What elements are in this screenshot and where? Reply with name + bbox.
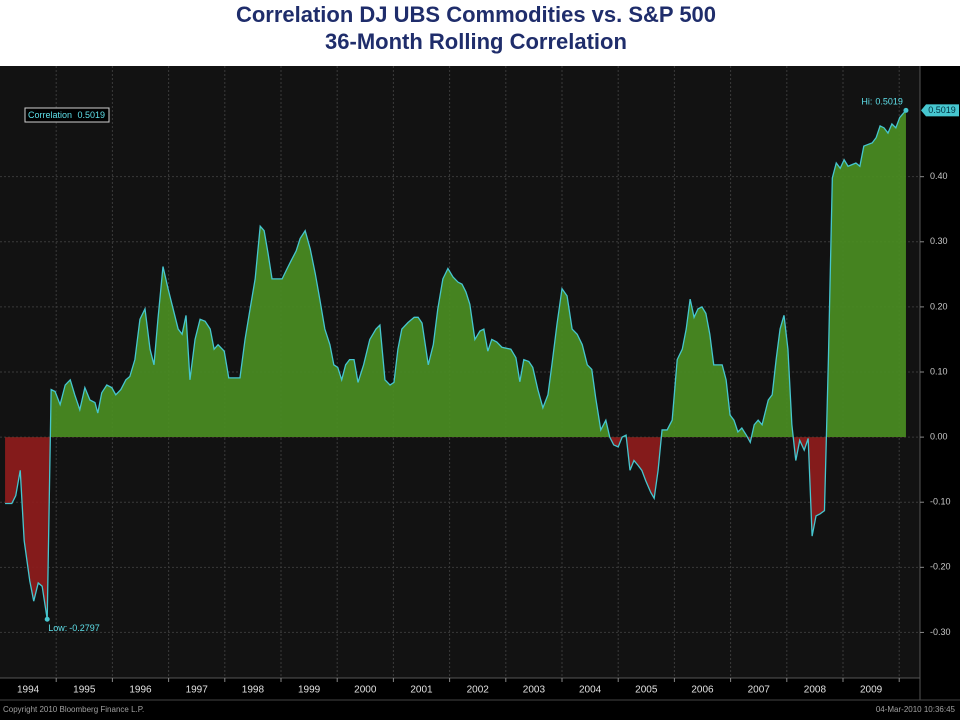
x-tick-label: 1998 (242, 685, 265, 696)
hi-marker (903, 107, 909, 113)
x-tick-label: 2007 (748, 685, 771, 696)
low-label-text: Low: (48, 624, 67, 634)
x-tick-label: 2000 (354, 685, 377, 696)
footer-left: Copyright 2010 Bloomberg Finance L.P. (3, 705, 144, 714)
legend-name: Correlation (28, 110, 72, 120)
y-tick-label: -0.20 (930, 562, 951, 572)
low-value: -0.2797 (69, 624, 100, 634)
grid: 0.40 0.30 0.20 0.10 0.00 -0.10 -0.20 -0.30 (0, 66, 951, 682)
last-value-tag (926, 104, 959, 117)
x-tick-label: 2004 (579, 685, 602, 696)
x-tick-label: 1994 (17, 685, 40, 696)
hi-label: Hi: 0.5019 (861, 97, 903, 107)
chart-title: Correlation DJ UBS Commodities vs. S&P 5… (236, 2, 716, 27)
low-label: Low: -0.2797 (48, 624, 100, 634)
y-tick-label: 0.00 (930, 431, 948, 441)
x-tick-label: 2003 (523, 685, 546, 696)
x-tick-label: 2009 (860, 685, 883, 696)
x-tick-label: 1999 (298, 685, 321, 696)
y-tick-label: 0.40 (930, 171, 948, 181)
x-tick-label: 1996 (129, 685, 152, 696)
areas (5, 110, 906, 620)
x-tick-label: 2002 (467, 685, 490, 696)
legend-box (24, 107, 110, 123)
y-tick-label: 0.30 (930, 236, 948, 246)
y-tick-label: 0.20 (930, 301, 948, 311)
y-tick-label: 0.10 (930, 366, 948, 376)
footer-right: 04-Mar-2010 10:36:45 (876, 705, 956, 714)
series-line (5, 109, 907, 620)
low-marker (44, 616, 50, 622)
x-tick-label: 1997 (186, 685, 209, 696)
x-tick-label: 2008 (804, 685, 827, 696)
x-tick-label: 2006 (691, 685, 714, 696)
last-value-pointer (921, 104, 926, 117)
x-tick-label: 1995 (73, 685, 96, 696)
x-axis-labels: 1994 1995 1996 1997 1998 1999 2000 2001 2002 2003… (17, 685, 883, 696)
y-tick-label: -0.30 (930, 627, 951, 637)
legend-value: 0.5019 (77, 110, 105, 120)
x-tick-label: 2005 (635, 685, 658, 696)
marks (5, 109, 907, 620)
last-value-label: 0.5019 (928, 105, 956, 115)
x-tick-label: 2001 (410, 685, 433, 696)
y-tick-label: -0.10 (930, 497, 951, 507)
chart-subtitle: 36-Month Rolling Correlation (325, 29, 627, 54)
title-band (0, 0, 960, 66)
hi-value: 0.5019 (875, 97, 903, 107)
positive-area (5, 110, 906, 438)
hi-label-text: Hi: (861, 97, 872, 107)
